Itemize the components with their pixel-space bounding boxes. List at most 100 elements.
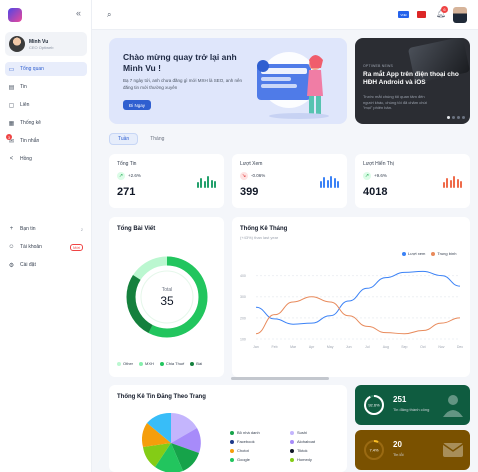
x-tick-label: Mar — [290, 345, 297, 349]
legend-item[interactable]: Chia Thuế — [159, 361, 184, 366]
x-tick-label: Jul — [365, 345, 370, 349]
legend-item[interactable]: Bài — [190, 361, 202, 366]
spark-bar — [326, 179, 329, 188]
legend-item[interactable]: Lượt xem — [402, 251, 425, 256]
spark-bar — [214, 181, 216, 188]
failed-posts-card: 7.4% 20 Tin lỗi — [355, 430, 470, 470]
sidebar-nav: ▭ Tổng quan ▤ Tin ▢ Liên ▦ Thống kê ✉ 3 … — [5, 62, 87, 170]
sidebar-item-label: Liên — [20, 102, 30, 108]
legend-item[interactable]: Sushi — [290, 430, 350, 435]
promo-description: Trước mắt chúng tôi quan tâm đến người k… — [363, 94, 427, 111]
topbar: ⌕ VNĐ 🔔︎ 6 — [92, 0, 478, 30]
spark-bar — [453, 176, 455, 188]
legend-item[interactable]: Other — [117, 361, 133, 366]
sidebar-item-news[interactable]: ▤ Tin — [5, 80, 87, 94]
x-tick-label: Apr — [309, 345, 315, 349]
spark-bar — [207, 176, 209, 188]
tab-week[interactable]: Tuần — [109, 133, 139, 145]
chart-icon: ▦ — [8, 120, 15, 127]
legend-item[interactable]: Bỏ nhà danh — [230, 430, 290, 435]
legend-item[interactable]: Alohaboat — [290, 439, 350, 444]
stat-card-impressions: Lượt Hiển Thị ↗ +9.6% 4018 — [355, 154, 470, 208]
y-tick-label: 100 — [240, 338, 246, 342]
series-line-Trung bình — [255, 296, 461, 335]
donut-center-value: 35 — [160, 294, 174, 308]
x-tick-label: Oct — [420, 345, 425, 349]
svg-text:7.4%: 7.4% — [369, 448, 379, 453]
card-title: Thống Kê Tin Đăng Theo Trang — [117, 394, 206, 400]
sidebar-item-contact[interactable]: ▢ Liên — [5, 98, 87, 112]
search-icon[interactable]: ⌕ — [107, 10, 112, 19]
chart-title: Thống Kê Tháng — [240, 226, 288, 232]
spark-bar — [203, 180, 206, 188]
stat-card-views: Lượt Xem ↘ -0.06% 399 — [232, 154, 347, 208]
x-tick-label: Nov — [438, 345, 444, 349]
sidebar-item-messages[interactable]: ✉ 3 Tin nhắn — [5, 134, 87, 148]
legend-item[interactable]: Google — [230, 457, 290, 462]
sidebar-item-share[interactable]: < Hồng — [5, 152, 87, 166]
spark-bar — [319, 181, 322, 188]
x-tick-label: Feb — [272, 345, 278, 349]
spark-bar — [200, 177, 202, 188]
stat-value: 399 — [240, 186, 259, 198]
legend-item[interactable]: Trung bình — [431, 251, 457, 256]
posts-card: Tổng Bài Viết Total 35 Other MXH Chia Th… — [109, 217, 224, 377]
legend-item[interactable]: Tiktok — [290, 448, 350, 453]
spark-bar — [449, 180, 452, 188]
go-now-button[interactable]: Đi Ngay — [123, 100, 151, 110]
bell-icon[interactable]: 🔔︎ — [436, 9, 447, 18]
avatar — [9, 36, 25, 52]
flag-icon[interactable] — [417, 11, 426, 18]
stat-sparkbars — [319, 176, 339, 188]
posts-by-site-card: Thống Kê Tin Đăng Theo Trang — [109, 385, 347, 472]
sidebar-item-label: Tài khoản — [20, 244, 42, 250]
welcome-title: Chào mừng quay trở lại anh Minh Vu ! — [123, 52, 237, 73]
spark-bar — [442, 182, 445, 188]
sidebar-item-stats[interactable]: ▦ Thống kê — [5, 116, 87, 130]
language-badge[interactable]: VNĐ — [398, 11, 409, 18]
spark-bar — [337, 180, 339, 188]
legend-item[interactable]: Chotot — [230, 448, 290, 453]
contact-icon: ▢ — [8, 102, 15, 109]
stat-trend: +9.6% — [374, 173, 387, 178]
spark-bar — [460, 181, 462, 188]
trend-down-icon: ↘ — [240, 172, 248, 180]
horizontal-scrollbar[interactable] — [231, 377, 329, 380]
y-tick-label: 200 — [240, 316, 246, 320]
app-logo[interactable] — [8, 8, 22, 22]
sidebar-item-add-news[interactable]: + Bạn tin 2 — [5, 222, 87, 236]
legend-item[interactable]: MXH — [139, 361, 154, 366]
notification-count: 6 — [441, 6, 448, 13]
avatar[interactable] — [453, 7, 467, 23]
stat-label: Lượt Xem — [240, 161, 263, 167]
users-icon: ☺ — [8, 244, 15, 250]
line-chart: 100 200 300 400 Jan Feb Mar Apr May Jun Jul Aug Sep O… — [240, 270, 463, 349]
carousel-dots[interactable] — [447, 116, 465, 119]
legend-item[interactable]: Homedy — [290, 457, 350, 462]
promo-title: Ra mắt App trên điện thoại cho HĐH Andro… — [363, 71, 459, 87]
success-progress-ring: 92.6% — [364, 395, 384, 415]
sidebar-item-label: Bạn tin — [20, 226, 36, 232]
failed-label: Tin lỗi — [393, 452, 404, 457]
y-tick-label: 400 — [240, 274, 246, 278]
sidebar-item-overview[interactable]: ▭ Tổng quan — [5, 62, 87, 76]
promo-card[interactable]: OPTIWEB NEWS Ra mắt App trên điện thoại … — [355, 38, 470, 124]
tab-month[interactable]: Tháng — [150, 136, 165, 142]
user-profile[interactable]: Minh Vu CEO Optiweb — [5, 32, 87, 56]
legend-item[interactable]: Facebook — [230, 439, 290, 444]
x-tick-label: Jun — [346, 345, 352, 349]
card-title: Tổng Bài Viết — [117, 226, 156, 232]
stat-value: 271 — [117, 186, 136, 198]
donut-center-label: Total — [162, 287, 173, 293]
sidebar-item-settings[interactable]: ⚙ Cài đặt — [5, 258, 87, 272]
x-tick-label: Sep — [401, 345, 407, 349]
user-name: Minh Vu — [29, 38, 49, 45]
share-icon: < — [9, 156, 14, 162]
user-role: CEO Optiweb — [29, 44, 54, 50]
spark-bar — [323, 177, 325, 188]
x-tick-label: Aug — [383, 345, 389, 349]
sidebar-item-accounts[interactable]: ☺ Tài khoản Mới — [5, 240, 87, 254]
stat-card-total-news: Tổng Tin ↗ +2.6% 271 — [109, 154, 224, 208]
collapse-sidebar-icon[interactable]: « — [76, 8, 82, 18]
stat-label: Tổng Tin — [117, 161, 137, 167]
